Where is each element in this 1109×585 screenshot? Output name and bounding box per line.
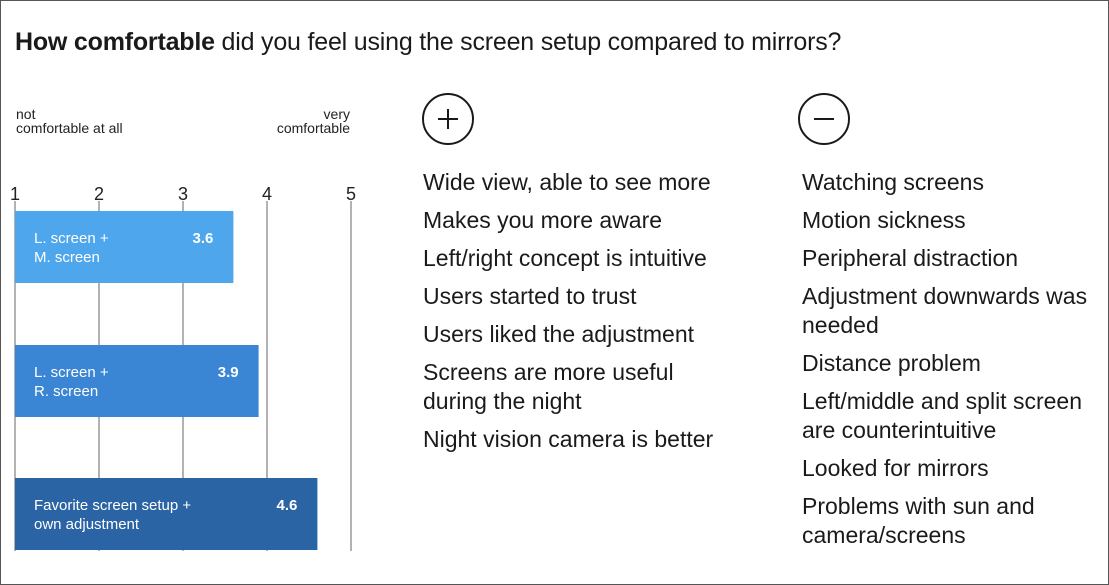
bar-3-label-line-1: Favorite screen setup + xyxy=(34,497,191,514)
cons-item: Motion sickness xyxy=(802,207,966,233)
tick-label-3: 3 xyxy=(178,184,188,204)
title-bold: How comfortable xyxy=(15,28,215,56)
scale-low-label: not comfortable at all xyxy=(16,107,123,135)
bar-2-value: 3.9 xyxy=(218,364,239,381)
pros-item: Users started to trust xyxy=(423,283,637,309)
bar-1-label-line-1: L. screen + xyxy=(34,230,109,247)
bar-3-value: 4.6 xyxy=(277,497,298,514)
scale-high-label: very comfortable xyxy=(253,107,350,135)
cons-item: Distance problem xyxy=(802,350,981,376)
bar-2-label-line-2: R. screen xyxy=(34,383,98,400)
bar-3 xyxy=(15,478,318,550)
pros-item: Wide view, able to see more xyxy=(423,169,711,195)
pros-item: Users liked the adjustment xyxy=(423,321,695,347)
cons-item: Watching screens xyxy=(802,169,984,195)
tick-label-4: 4 xyxy=(262,184,272,204)
tick-label-5: 5 xyxy=(346,184,356,204)
title-rest: did you feel using the screen setup comp… xyxy=(221,28,842,56)
cons-item: Left/middle and split screen are counter… xyxy=(802,388,1082,443)
comfort-bar-chart: 1 2 3 4 5 L. screen + M. screen 3.6 L. screen + R… xyxy=(10,184,356,551)
tick-label-2: 2 xyxy=(94,184,104,204)
scale-high-line-2: comfortable xyxy=(276,120,350,136)
scale-low-line-2: comfortable at all xyxy=(16,120,123,136)
cons-list: Watching screens Motion sickness Periphe… xyxy=(802,168,1102,559)
scale-high-line-1: very xyxy=(323,106,350,122)
pros-item: Night vision camera is better xyxy=(423,426,714,452)
tick-label-1: 1 xyxy=(10,184,20,204)
cons-item: Peripheral distraction xyxy=(802,245,1019,271)
bar-3-label-line-2: own adjustment xyxy=(34,516,140,533)
pros-item: Left/right concept is intuitive xyxy=(423,245,707,271)
bar-1-value: 3.6 xyxy=(193,230,214,247)
cons-item: Adjustment downwards was needed xyxy=(802,283,1088,338)
minus-icon xyxy=(798,93,850,145)
pros-list: Wide view, able to see more Makes you mo… xyxy=(423,168,763,463)
cons-item: Problems with sun and camera/screens xyxy=(802,493,1035,548)
bar-2-label-line-1: L. screen + xyxy=(34,364,109,381)
pros-item: Screens are more useful during the night xyxy=(423,359,674,414)
pros-item: Makes you more aware xyxy=(423,207,663,233)
chart-title: How comfortable did you feel using the s… xyxy=(15,27,841,57)
bar-1-label-line-2: M. screen xyxy=(34,249,100,266)
scale-low-line-1: not xyxy=(16,106,36,122)
bar-1 xyxy=(15,211,234,283)
bar-2 xyxy=(15,345,259,417)
plus-icon xyxy=(422,93,474,145)
cons-item: Looked for mirrors xyxy=(802,455,989,481)
